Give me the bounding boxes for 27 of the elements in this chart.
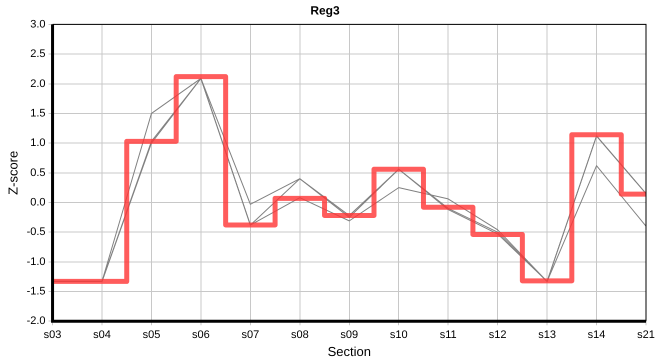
x-axis-title: Section: [328, 344, 371, 359]
y-tick-label: 1.0: [30, 137, 46, 150]
x-tick-label: s10: [390, 328, 408, 341]
x-tick-label: s14: [588, 328, 606, 341]
y-tick-label: 2.5: [30, 48, 46, 60]
x-tick-label: s13: [538, 328, 556, 341]
x-tick-label: s09: [340, 328, 358, 341]
y-tick-label: -1.0: [26, 256, 46, 268]
y-tick-label: -0.5: [26, 226, 46, 238]
y-tick-label: -1.5: [26, 286, 46, 298]
y-tick-label: 1.5: [30, 107, 46, 120]
x-tick-label: s07: [241, 328, 260, 341]
y-tick-label: 0.0: [30, 196, 46, 209]
x-tick-label: s21: [637, 328, 655, 341]
x-tick-label: s06: [192, 328, 210, 341]
y-tick-label: 2.0: [30, 78, 46, 90]
y-tick-label: 3.0: [30, 18, 46, 30]
x-tick-label: s12: [488, 328, 507, 341]
x-tick-label: s11: [440, 328, 457, 341]
y-tick-label: 0.5: [30, 166, 46, 179]
x-tick-label: s05: [142, 328, 160, 341]
x-tick-label: s08: [290, 328, 309, 341]
chart-title: Reg3: [310, 4, 340, 18]
y-axis-title: Z-score: [5, 150, 20, 195]
y-tick-label: -2.0: [26, 315, 46, 328]
x-tick-label: s04: [93, 328, 111, 341]
x-tick-label: s03: [44, 328, 62, 341]
